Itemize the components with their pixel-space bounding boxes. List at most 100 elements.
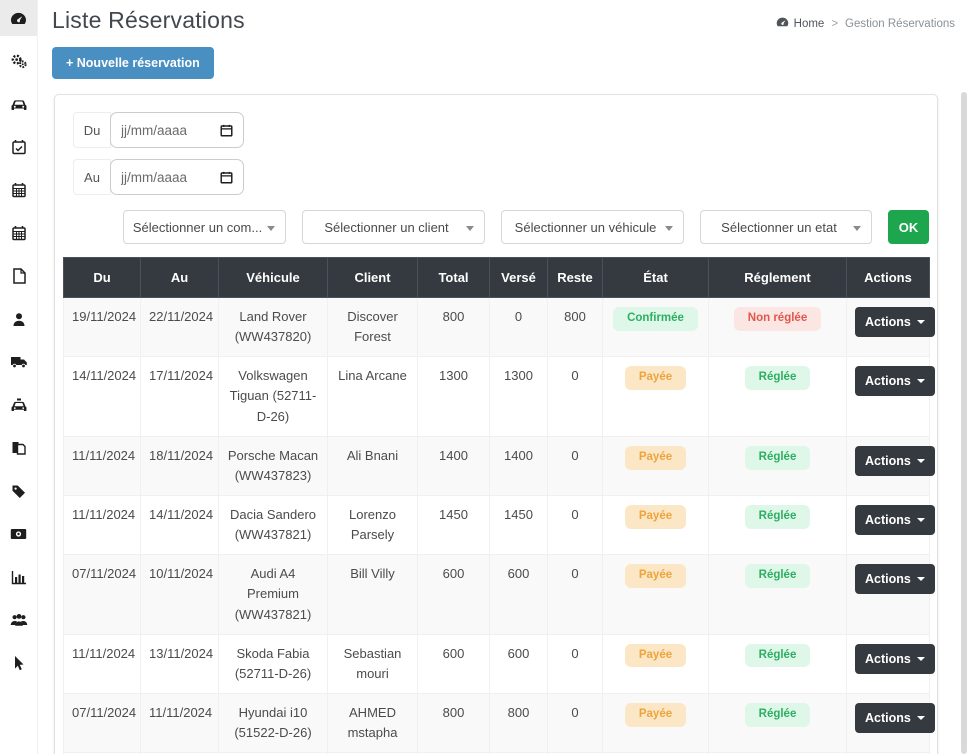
cell-du: 11/11/2024 [64,634,141,693]
client-select[interactable]: Sélectionner un client [302,210,485,244]
table-row: 14/11/2024 17/11/2024 Volkswagen Tiguan … [64,357,930,436]
reservations-card: Du Au Sélectionner un com... Sélectionne… [54,94,938,754]
cell-client: Lina Arcane [328,357,418,436]
cell-au: 13/11/2024 [141,634,219,693]
vehicle-select-value: Sélectionner un véhicule [515,220,657,235]
cell-verse: 600 [490,555,548,634]
cell-verse: 1300 [490,357,548,436]
dashboard-icon [10,11,27,26]
cell-reste: 0 [548,634,603,693]
sidebar-item-delivery[interactable] [0,344,37,380]
breadcrumb-separator: > [831,18,838,30]
actions-label: Actions [865,513,911,527]
sidebar-item-taxi[interactable] [0,387,37,423]
file-icon [12,268,26,284]
commercial-select-value: Sélectionner un com... [133,220,262,235]
calendar-check-icon [11,139,27,155]
cell-total: 1300 [418,357,490,436]
cell-verse: 1400 [490,436,548,495]
cell-client: Ali Bnani [328,436,418,495]
date-from-input[interactable] [121,123,205,138]
sidebar-item-tracking[interactable] [0,645,37,681]
cell-etat: Payée [603,693,709,752]
filter-selects-row: Sélectionner un com... Sélectionner un c… [123,210,929,244]
users-icon [10,613,28,627]
actions-dropdown-button[interactable]: Actions [855,703,935,733]
sidebar [0,0,38,754]
cell-vehicule: Porsche Macan (WW437823) [219,436,328,495]
payment-badge: Réglée [745,366,811,390]
cell-actions: Actions [847,693,930,752]
date-to-field[interactable] [110,159,244,195]
actions-dropdown-button[interactable]: Actions [855,644,935,674]
scrollbar[interactable] [961,92,967,754]
date-to-input[interactable] [121,170,205,185]
status-badge: Confirmée [613,307,698,331]
cell-client: Bill Villy [328,555,418,634]
sidebar-item-documents[interactable] [0,258,37,294]
calendar-icon [11,182,27,198]
payment-badge: Réglée [745,564,811,588]
sidebar-item-clients[interactable] [0,301,37,337]
sidebar-item-calendar[interactable] [0,215,37,251]
vehicle-select[interactable]: Sélectionner un véhicule [501,210,684,244]
date-to-group: Au [73,159,929,195]
status-badge: Payée [625,505,686,529]
cell-reste: 0 [548,555,603,634]
table-row: 07/11/2024 11/11/2024 Hyundai i10 (51522… [64,693,930,752]
sidebar-item-users[interactable] [0,602,37,638]
cell-actions: Actions [847,298,930,357]
cell-au: 11/11/2024 [141,693,219,752]
col-verse: Versé [490,258,548,298]
status-select[interactable]: Sélectionner un etat [700,210,872,244]
actions-dropdown-button[interactable]: Actions [855,366,935,396]
breadcrumb-home-label: Home [794,18,825,30]
sidebar-item-dashboard[interactable] [0,0,37,36]
cell-total: 800 [418,298,490,357]
actions-dropdown-button[interactable]: Actions [855,307,935,337]
col-total: Total [418,258,490,298]
sidebar-item-contracts[interactable] [0,430,37,466]
cell-etat: Payée [603,357,709,436]
cell-du: 11/11/2024 [64,495,141,554]
sidebar-item-planning[interactable] [0,172,37,208]
actions-dropdown-button[interactable]: Actions [855,564,935,594]
date-from-group: Du [73,112,929,148]
cell-au: 14/11/2024 [141,495,219,554]
sidebar-item-statistics[interactable] [0,559,37,595]
table-row: 11/11/2024 14/11/2024 Dacia Sandero (WW4… [64,495,930,554]
actions-label: Actions [865,572,911,586]
filter-submit-button[interactable]: OK [888,210,929,244]
actions-dropdown-button[interactable]: Actions [855,505,935,535]
calendar-picker-icon[interactable] [220,171,233,184]
dashboard-icon [776,16,789,31]
cell-verse: 0 [490,298,548,357]
table-row: 11/11/2024 13/11/2024 Skoda Fabia (52711… [64,634,930,693]
calendar2-icon [11,225,27,241]
page-header: Liste Réservations Home > Gestion Réserv… [52,0,955,34]
sidebar-item-settings[interactable] [0,43,37,79]
new-reservation-button[interactable]: + Nouvelle réservation [52,47,214,79]
cell-vehicule: Volkswagen Tiguan (52711-D-26) [219,357,328,436]
cell-actions: Actions [847,436,930,495]
chevron-down-icon [917,379,925,383]
sidebar-item-reservations[interactable] [0,129,37,165]
sidebar-item-vehicles[interactable] [0,86,37,122]
sidebar-item-payments[interactable] [0,516,37,552]
cell-au: 18/11/2024 [141,436,219,495]
date-from-label: Du [73,112,111,148]
status-badge: Payée [625,446,686,470]
cell-reglement: Réglée [709,555,847,634]
calendar-picker-icon[interactable] [220,124,233,137]
cell-reste: 800 [548,298,603,357]
cell-reglement: Réglée [709,634,847,693]
breadcrumb-home-link[interactable]: Home [776,16,825,31]
sidebar-item-tags[interactable] [0,473,37,509]
cell-vehicule: Hyundai i10 (51522-D-26) [219,693,328,752]
date-from-field[interactable] [110,112,244,148]
chevron-down-icon [267,226,275,231]
user-icon [12,312,26,327]
actions-dropdown-button[interactable]: Actions [855,446,935,476]
commercial-select[interactable]: Sélectionner un com... [123,210,286,244]
chevron-down-icon [466,226,474,231]
